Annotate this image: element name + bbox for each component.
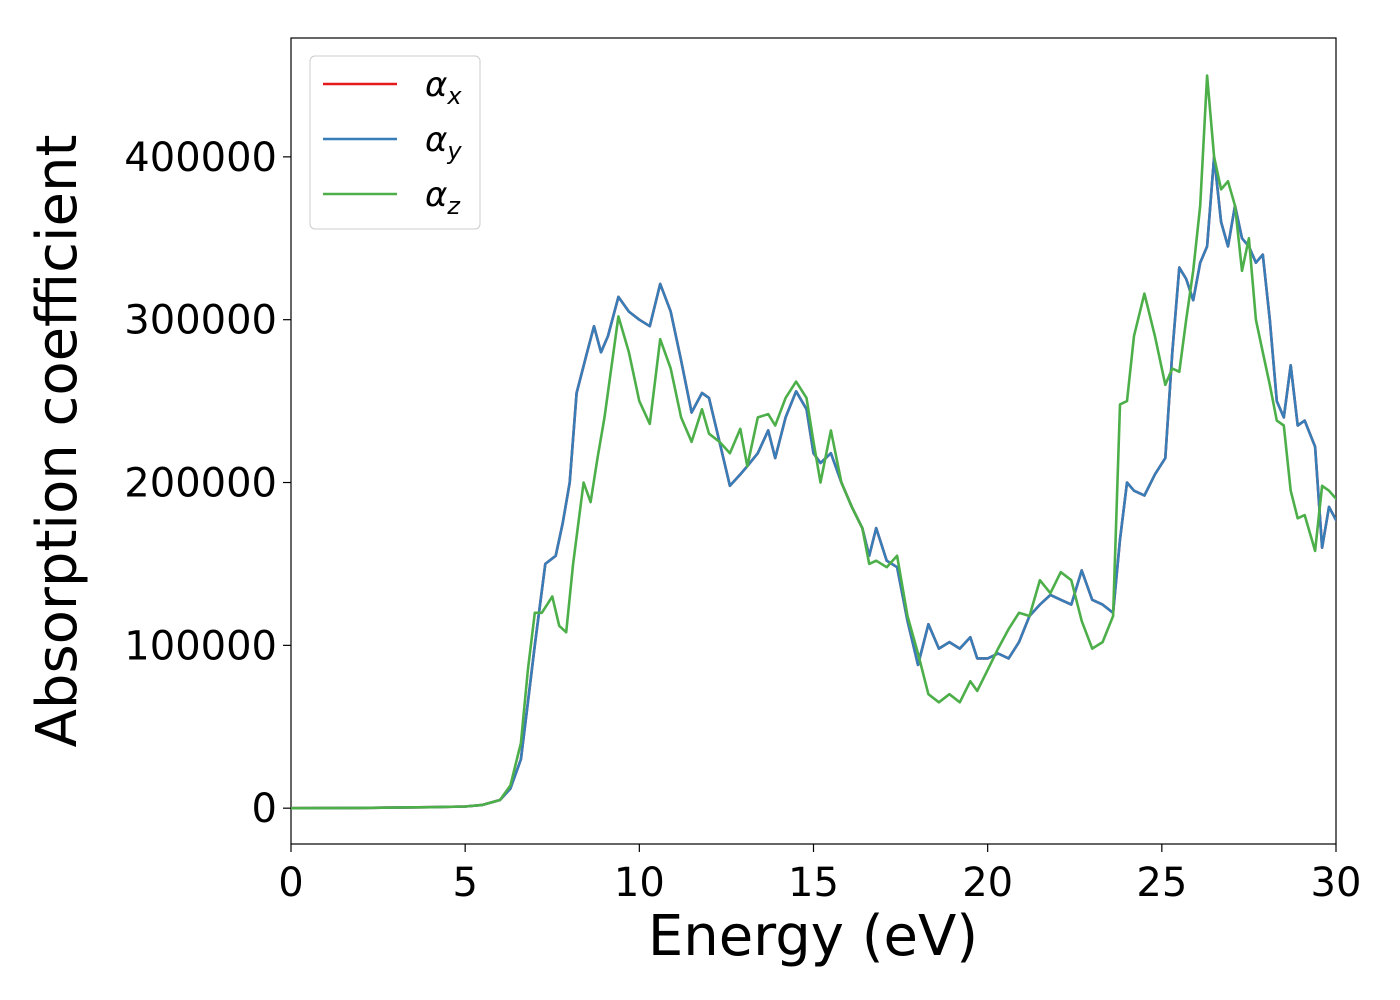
x-tick-label: 0	[278, 860, 303, 906]
series-line-y	[291, 155, 1336, 810]
y-tick-label: 0	[252, 786, 277, 832]
y-tick-label: 400000	[124, 135, 277, 181]
legend-label-y: αy	[425, 120, 462, 165]
x-tick-label: 10	[614, 860, 665, 906]
y-axis-title: Absorption coefficient	[25, 135, 90, 748]
legend-subscript: x	[446, 82, 462, 110]
legend-symbol: α	[425, 120, 447, 160]
series-line-z	[291, 74, 1336, 810]
legend-box	[309, 55, 481, 230]
x-tick-label: 20	[962, 860, 1013, 906]
x-tick-label: 25	[1136, 860, 1187, 906]
x-axis-title: Energy (eV)	[648, 904, 978, 969]
y-tick-label: 200000	[124, 461, 277, 507]
legend-symbol: α	[425, 175, 447, 215]
y-axis-ticks: 0 100000 200000 300000 400000	[124, 135, 291, 832]
y-tick-label: 100000	[124, 623, 277, 669]
legend-label-z: αz	[425, 175, 461, 220]
x-axis-ticks: 0 5 10 15 20 25 30	[278, 844, 1361, 906]
legend-label-x: αx	[425, 65, 462, 110]
legend-subscript: z	[446, 192, 461, 220]
x-tick-label: 30	[1311, 860, 1362, 906]
legend-symbol: α	[425, 65, 447, 105]
y-tick-label: 300000	[124, 298, 277, 344]
x-tick-label: 15	[788, 860, 839, 906]
legend-subscript: y	[446, 137, 462, 165]
x-tick-label: 5	[452, 860, 477, 906]
series-lines	[291, 74, 1336, 810]
